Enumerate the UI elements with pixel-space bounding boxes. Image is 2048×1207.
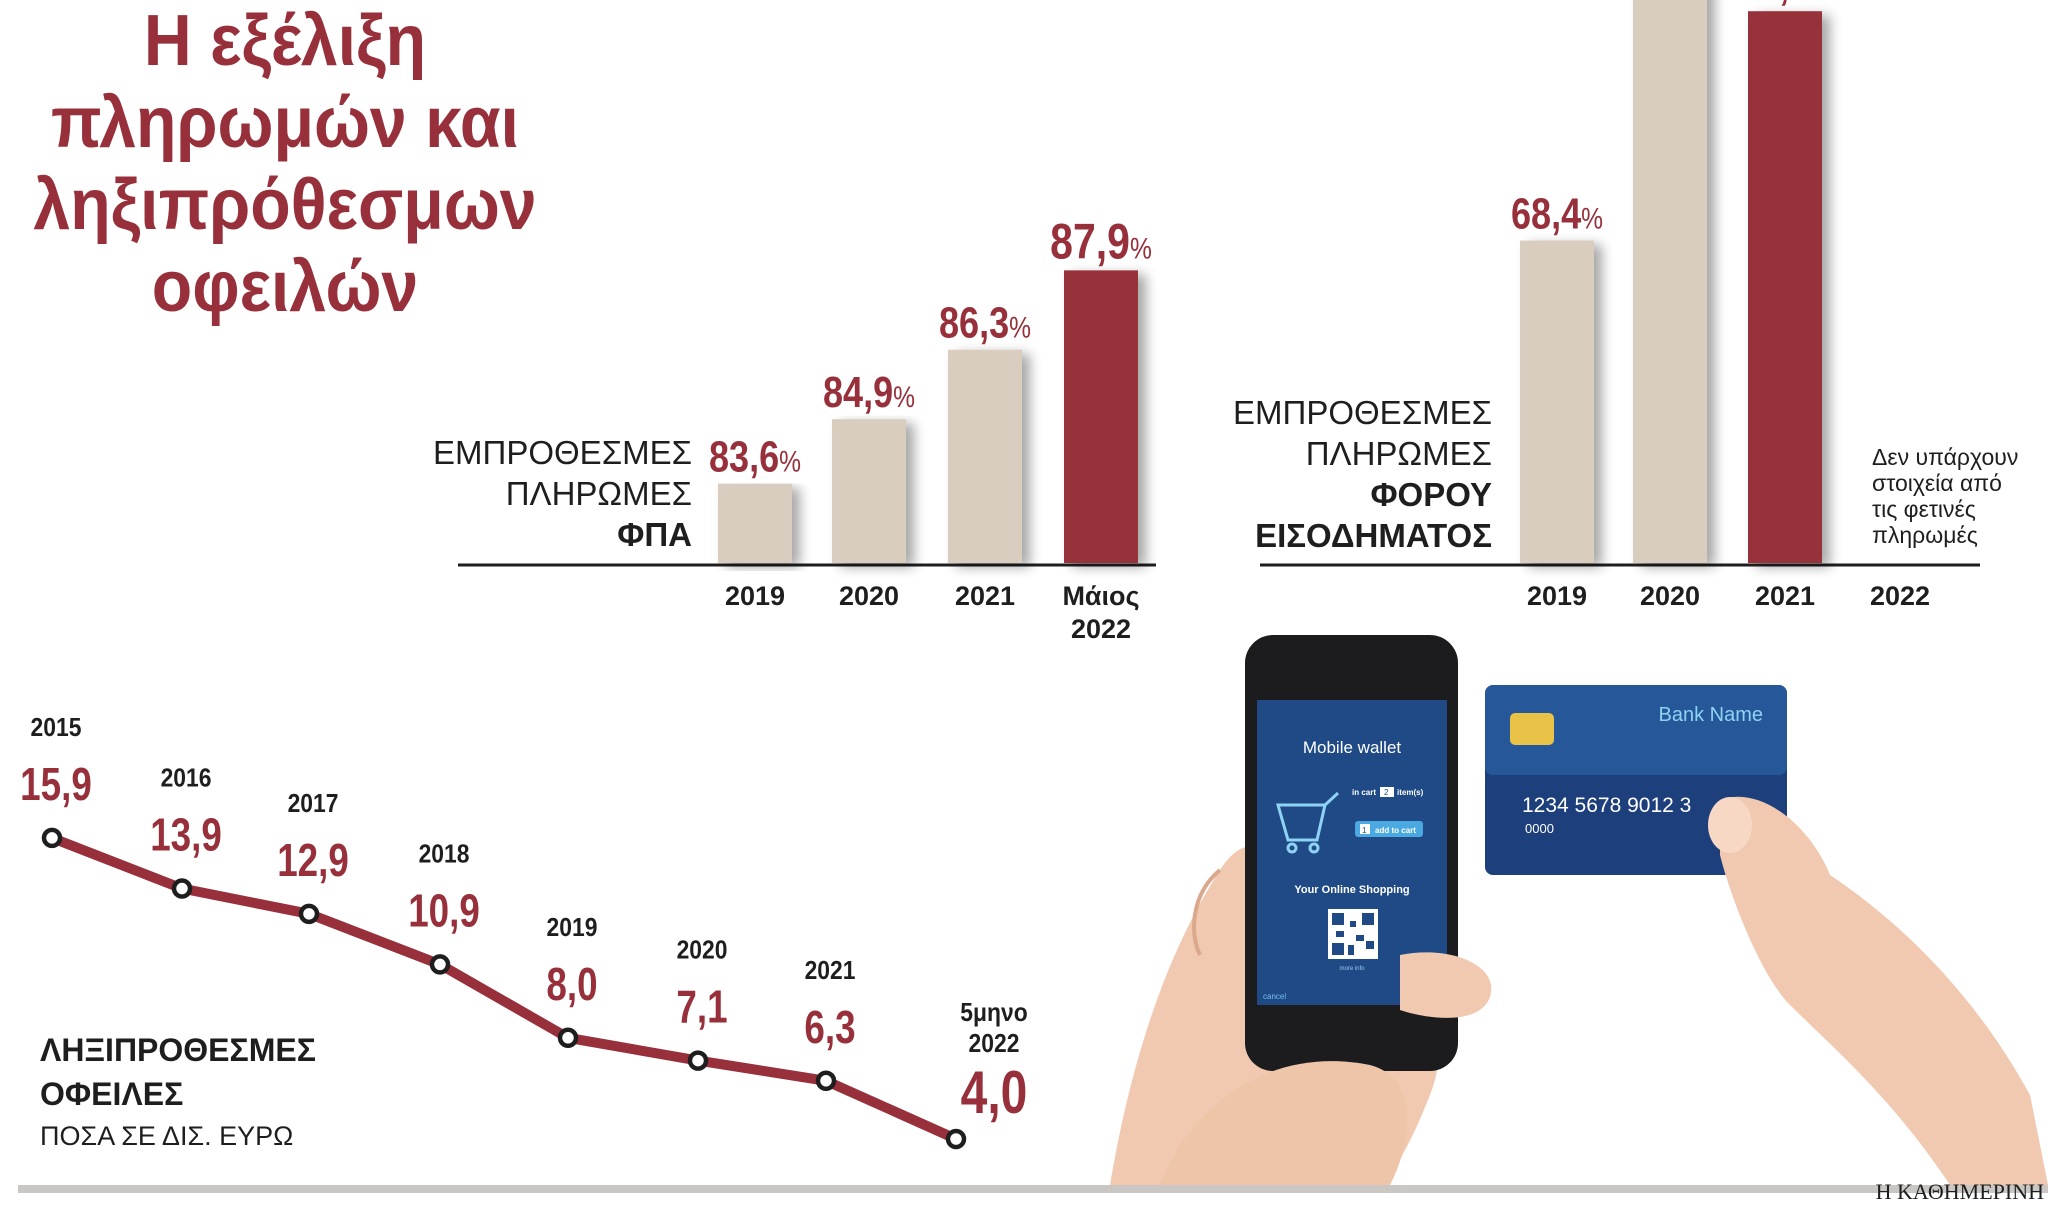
vat-bar-1 xyxy=(832,419,906,563)
headline-line-4: οφειλών xyxy=(151,247,419,327)
arrears-category-label-2: 2017 xyxy=(288,790,339,819)
arrears-point-6 xyxy=(815,1070,837,1092)
arrears-category-label-1: 2016 xyxy=(161,764,212,793)
card-number: 1234 5678 9012 3 xyxy=(1522,794,1691,817)
vat-chart-label: ΕΜΠΡΟΘΕΣΜΕΣ ΠΛΗΡΩΜΕΣ ΦΠΑ xyxy=(380,432,692,555)
vat-category-label-0: 2019 xyxy=(725,581,785,611)
arrears-value-label-0: 15,9 xyxy=(20,758,92,810)
phone-cart-items: item(s) xyxy=(1397,788,1424,797)
phone-add-button: add to cart xyxy=(1375,826,1416,835)
note-line-3: τις φετινές xyxy=(1872,496,1976,522)
cart-icon xyxy=(1276,791,1340,854)
arrears-value-label-4: 8,0 xyxy=(546,958,597,1010)
arrears-value-label-1: 13,9 xyxy=(150,809,222,861)
headline-line-1: Η εξέλιξη xyxy=(143,1,427,81)
arrears-value-label-5: 7,1 xyxy=(676,981,727,1033)
note-line-2: στοιχεία από xyxy=(1872,470,2002,496)
vat-category-label-1: 2020 xyxy=(839,581,899,611)
phone-cart-count: 2 xyxy=(1384,788,1389,797)
arrears-point-1 xyxy=(171,878,193,899)
card-bank-name: Bank Name xyxy=(1659,704,1764,726)
arrears-point-7 xyxy=(945,1128,967,1150)
income-category-label-0: 2019 xyxy=(1527,581,1587,611)
income-category-label-3: 2022 xyxy=(1870,581,1930,611)
arrears-category-label-4: 2019 xyxy=(547,914,598,943)
arrears-category-label-5: 2020 xyxy=(677,936,728,965)
arrears-category-label-7: 5μηνο xyxy=(960,999,1027,1028)
mobile-payment-photo: Mobile wallet in cart 2 item(s) 1 add to… xyxy=(1110,635,2048,1185)
phone-cancel: cancel xyxy=(1263,992,1286,1001)
vat-label-line-2: ΠΛΗΡΩΜΕΣ xyxy=(505,475,692,512)
arrears-point-5 xyxy=(687,1050,709,1071)
note-line-1: Δεν υπάρχουν xyxy=(1872,444,2019,470)
bottom-divider xyxy=(18,1185,2048,1193)
vat-value-label-0: 83,6% xyxy=(709,432,801,481)
arrears-subtitle: ΠΟΣΑ ΣΕ ΔΙΣ. ΕΥΡΩ xyxy=(40,1121,294,1151)
arrears-category-label-7-line2: 2022 xyxy=(969,1030,1020,1059)
vat-label-line-1: ΕΜΠΡΟΘΕΣΜΕΣ xyxy=(433,434,692,471)
vat-category-label-2: 2021 xyxy=(955,581,1015,611)
vat-bar-0 xyxy=(718,483,792,563)
headline-line-2: πληρωμών και xyxy=(50,83,520,163)
income-value-label-0: 68,4% xyxy=(1511,189,1603,238)
vat-value-label-1: 84,9% xyxy=(823,368,915,417)
arrears-value-label-7: 4,0 xyxy=(961,1059,1028,1126)
phone-cart-text: in cart xyxy=(1352,788,1376,797)
phone-add-count: 1 xyxy=(1362,826,1367,835)
phone-more: more info xyxy=(1339,966,1365,972)
headline-line-3: ληξιπρόθεσμων xyxy=(33,165,537,245)
card-small-number: 0000 xyxy=(1525,821,1554,836)
vat-bar-2 xyxy=(948,349,1022,563)
arrears-category-label-3: 2018 xyxy=(419,840,470,869)
income-value-label-2: 72,1% xyxy=(1739,0,1831,9)
phone-title: Mobile wallet xyxy=(1303,738,1402,757)
arrears-value-label-6: 6,3 xyxy=(804,1001,855,1053)
arrears-value-label-3: 10,9 xyxy=(408,884,480,936)
income-category-label-1: 2020 xyxy=(1640,581,1700,611)
arrears-category-label-6: 2021 xyxy=(805,957,856,986)
arrears-point-0 xyxy=(41,827,63,849)
income-category-label-2: 2021 xyxy=(1755,581,1815,611)
income-label-line-2: ΠΛΗΡΩΜΕΣ xyxy=(1305,435,1492,472)
arrears-point-3 xyxy=(429,954,451,975)
income-bar-0 xyxy=(1520,240,1594,563)
arrears-series-line xyxy=(47,832,961,1144)
vat-category-label-3-line2: 2022 xyxy=(1071,614,1131,644)
arrears-category-label-0: 2015 xyxy=(31,714,82,743)
arrears-point-4 xyxy=(557,1027,579,1049)
publisher-credit: Η ΚΑΘΗΜΕΡΙΝΗ xyxy=(1875,1179,2044,1204)
phone-section: Your Online Shopping xyxy=(1294,884,1409,896)
income-bar-2 xyxy=(1748,11,1822,563)
vat-bar-chart: 83,6% 2019 84,9% 2020 86,3% 2021 87,9% Μάιος202… xyxy=(458,214,1156,644)
income-label-line-4: ΕΙΣΟΔΗΜΑΤΟΣ xyxy=(1255,517,1492,554)
vat-value-label-3: 87,9% xyxy=(1050,214,1152,270)
arrears-chart-label: ΛΗΞΙΠΡΟΘΕΣΜΕΣ ΟΦΕΙΛΕΣ ΠΟΣΑ ΣΕ ΔΙΣ. ΕΥΡΩ xyxy=(40,1028,316,1156)
headline: Η εξέλιξη πληρωμών και ληξιπρόθεσμων οφε… xyxy=(23,0,547,328)
vat-value-label-2: 86,3% xyxy=(939,298,1031,347)
note-line-4: πληρωμές xyxy=(1872,522,1978,548)
no-data-note: Δεν υπάρχουν στοιχεία από τις φετινές πλ… xyxy=(1872,444,2042,548)
arrears-line-chart: 15,9 2015 13,9 2016 12,9 2017 10,9 2018 8,0 2019 7… xyxy=(20,714,1028,1150)
arrears-value-label-2: 12,9 xyxy=(277,834,349,886)
vat-bar-3 xyxy=(1064,270,1138,563)
vat-category-label-3: Μάιος xyxy=(1062,581,1139,611)
income-bar-1 xyxy=(1633,0,1707,563)
arrears-point-2 xyxy=(298,903,320,925)
income-tax-chart-label: ΕΜΠΡΟΘΕΣΜΕΣ ΠΛΗΡΩΜΕΣ ΦΟΡΟΥ ΕΙΣΟΔΗΜΑΤΟΣ xyxy=(1180,392,1492,556)
arrears-label-line-1: ΛΗΞΙΠΡΟΘΕΣΜΕΣ xyxy=(40,1032,316,1068)
arrears-label-line-2: ΟΦΕΙΛΕΣ xyxy=(40,1076,184,1112)
income-label-line-3: ΦΟΡΟΥ xyxy=(1370,476,1492,513)
vat-label-line-3: ΦΠΑ xyxy=(617,516,692,553)
income-label-line-1: ΕΜΠΡΟΘΕΣΜΕΣ xyxy=(1233,394,1492,431)
